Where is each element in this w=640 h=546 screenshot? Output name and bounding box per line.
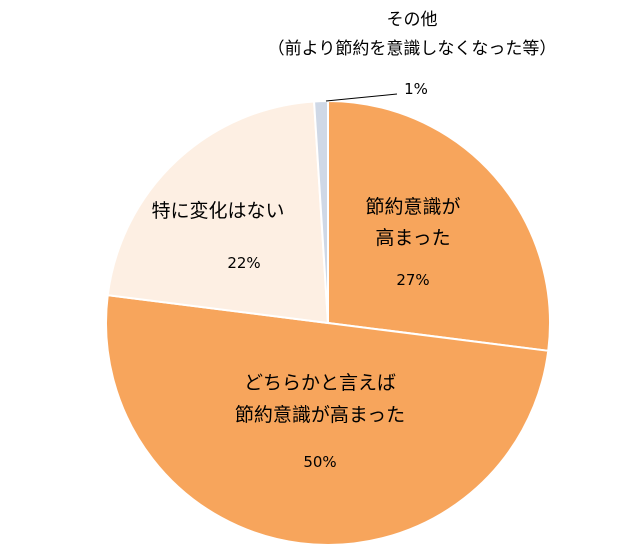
slice-4-label-line-1: その他 (387, 10, 438, 30)
slice-2-label-line-2: 節約意識が高まった (235, 404, 405, 426)
pie-slice-1 (327, 99, 551, 352)
slice-4-label-line-2: （前より節約を意識しなくなった等） (268, 39, 557, 59)
pie-slice-3 (106, 100, 330, 325)
slice-1-label-line-1: 節約意識が (365, 196, 460, 218)
pie-slices (105, 99, 551, 546)
slice-2-value-label: 50% (303, 453, 336, 471)
slice-3-value-label: 22% (227, 254, 260, 272)
slice-3-label-line-1: 特に変化はない (151, 200, 284, 222)
slice-2-label-line-1: どちらかと言えば (244, 372, 396, 394)
slice-4-value-label: 1% (404, 80, 428, 98)
pie-slice-2 (105, 294, 550, 546)
slice-labels: 節約意識が高まった27%どちらかと言えば節約意識が高まった50%特に変化はない2… (151, 10, 556, 471)
slice-1-label-line-2: 高まった (375, 227, 450, 249)
other-leader-line (325, 93, 398, 102)
slice-1-value-label: 27% (396, 271, 429, 289)
